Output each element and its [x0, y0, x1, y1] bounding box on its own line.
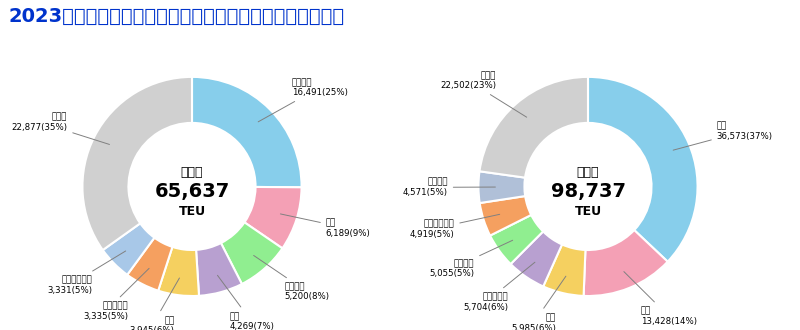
- Text: タイ
5,985(6%): タイ 5,985(6%): [511, 276, 566, 330]
- Wedge shape: [490, 215, 543, 264]
- Wedge shape: [196, 243, 242, 296]
- Text: ベトナム
5,055(5%): ベトナム 5,055(5%): [430, 240, 513, 278]
- Wedge shape: [480, 196, 531, 236]
- Text: 韓国
13,428(14%): 韓国 13,428(14%): [624, 272, 697, 326]
- Text: タイ
6,189(9%): タイ 6,189(9%): [281, 214, 370, 238]
- Wedge shape: [82, 77, 192, 250]
- Text: シンガポール
4,919(5%): シンガポール 4,919(5%): [410, 214, 500, 239]
- Wedge shape: [245, 187, 302, 248]
- Text: アメリカ
16,491(25%): アメリカ 16,491(25%): [258, 78, 347, 122]
- Text: 中国
4,269(7%): 中国 4,269(7%): [218, 275, 274, 330]
- Text: 2023年コンテナ貨物貿易相手国別構成（空コンテナ除く）: 2023年コンテナ貨物貿易相手国別構成（空コンテナ除く）: [8, 7, 344, 26]
- Wedge shape: [543, 245, 586, 296]
- Text: TEU: TEU: [178, 205, 206, 218]
- Text: TEU: TEU: [574, 205, 602, 218]
- Text: アメリカ
4,571(5%): アメリカ 4,571(5%): [402, 178, 495, 197]
- Wedge shape: [221, 222, 282, 284]
- Text: フィリピン
5,704(6%): フィリピン 5,704(6%): [463, 262, 535, 312]
- Wedge shape: [478, 171, 525, 203]
- Wedge shape: [479, 77, 588, 178]
- Wedge shape: [192, 77, 302, 187]
- Wedge shape: [583, 230, 668, 296]
- Wedge shape: [102, 223, 154, 275]
- Wedge shape: [588, 77, 698, 262]
- Text: インドネシア
3,331(5%): インドネシア 3,331(5%): [47, 251, 126, 295]
- Text: その他
22,502(23%): その他 22,502(23%): [440, 71, 526, 117]
- Wedge shape: [510, 231, 562, 286]
- Text: その他
22,877(35%): その他 22,877(35%): [11, 113, 110, 145]
- Text: ベトナム
5,200(8%): ベトナム 5,200(8%): [254, 255, 330, 301]
- Text: 中国
36,573(37%): 中国 36,573(37%): [673, 121, 773, 150]
- Wedge shape: [158, 247, 199, 296]
- Text: 輸移出: 輸移出: [181, 166, 203, 179]
- Text: 98,737: 98,737: [550, 182, 626, 201]
- Text: 65,637: 65,637: [154, 182, 230, 201]
- Text: 韓国
3,945(6%): 韓国 3,945(6%): [130, 278, 179, 330]
- Wedge shape: [127, 238, 173, 291]
- Text: マレーシア
3,335(5%): マレーシア 3,335(5%): [83, 268, 149, 321]
- Text: 輸移入: 輸移入: [577, 166, 599, 179]
